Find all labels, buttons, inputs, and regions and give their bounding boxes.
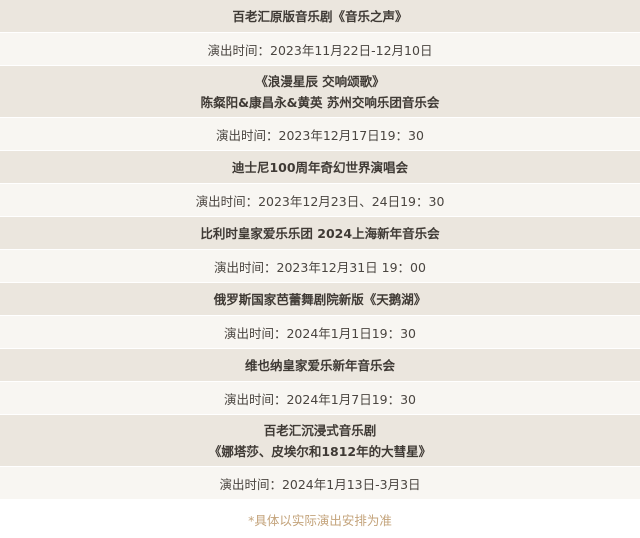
event-title: 迪士尼100周年奇幻世界演唱会 [0, 151, 640, 184]
event-date: 演出时间：2023年12月17日19：30 [0, 118, 640, 151]
event-title: 维也纳皇家爱乐新年音乐会 [0, 349, 640, 382]
event-date: 演出时间：2023年12月31日 19：00 [0, 250, 640, 283]
footer-note: *具体以实际演出安排为准 [248, 512, 392, 528]
event-date: 演出时间：2023年12月23日、24日19：30 [0, 184, 640, 217]
event-schedule-list: 百老汇原版音乐剧《音乐之声》 演出时间：2023年11月22日-12月10日 《浪漫… [0, 0, 640, 500]
event-title-line: 陈粲阳&康昌永&黄英 苏州交响乐团音乐会 [200, 94, 440, 110]
event-date: 演出时间：2024年1月7日19：30 [0, 382, 640, 415]
event-title-line: 《娜塔莎、皮埃尔和1812年的大彗星》 [208, 443, 432, 459]
event-title: 比利时皇家爱乐乐团 2024上海新年音乐会 [0, 217, 640, 250]
event-date: 演出时间：2024年1月13日-3月3日 [0, 467, 640, 500]
event-title-line: 百老汇沉浸式音乐剧 [263, 422, 377, 438]
event-title: 百老汇沉浸式音乐剧《娜塔莎、皮埃尔和1812年的大彗星》 [0, 415, 640, 467]
event-date: 演出时间：2024年1月1日19：30 [0, 316, 640, 349]
event-title-line: 比利时皇家爱乐乐团 2024上海新年音乐会 [200, 225, 440, 241]
event-title: 俄罗斯国家芭蕾舞剧院新版《天鹅湖》 [0, 283, 640, 316]
event-title-line: 维也纳皇家爱乐新年音乐会 [244, 357, 395, 373]
event-title-line: 迪士尼100周年奇幻世界演唱会 [231, 159, 409, 175]
event-title-line: 俄罗斯国家芭蕾舞剧院新版《天鹅湖》 [213, 291, 427, 307]
event-date: 演出时间：2023年11月22日-12月10日 [0, 33, 640, 66]
event-title-line: 《浪漫星辰 交响颂歌》 [255, 73, 385, 89]
event-title: 百老汇原版音乐剧《音乐之声》 [0, 0, 640, 33]
event-title: 《浪漫星辰 交响颂歌》陈粲阳&康昌永&黄英 苏州交响乐团音乐会 [0, 66, 640, 118]
event-title-line: 百老汇原版音乐剧《音乐之声》 [232, 8, 408, 24]
